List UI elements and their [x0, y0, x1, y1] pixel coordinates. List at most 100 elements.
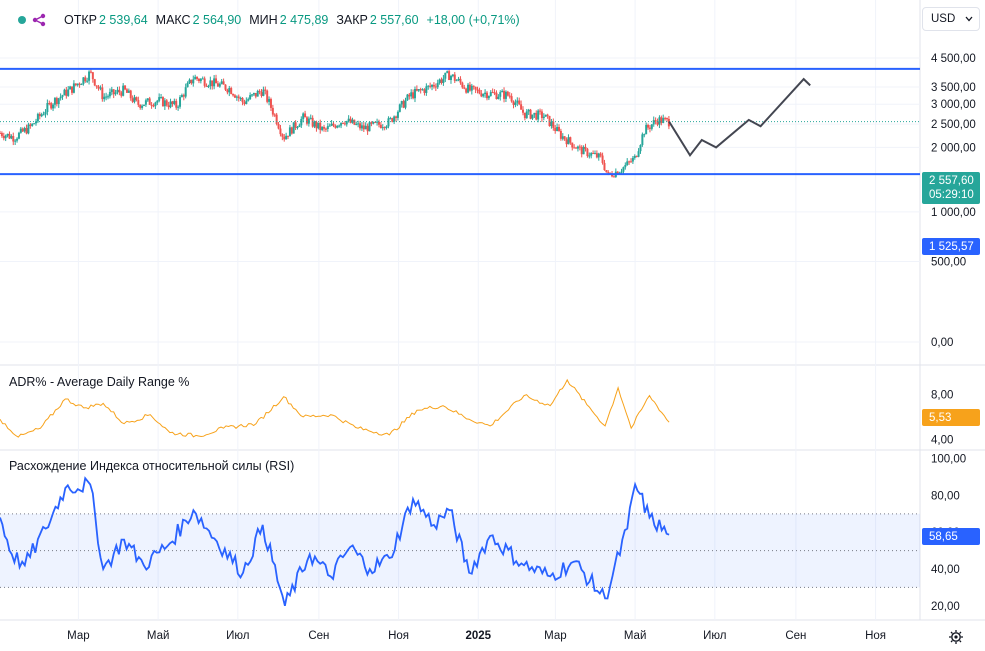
candle-body: [330, 123, 333, 126]
candle-body: [434, 86, 437, 88]
candle-body: [427, 85, 430, 87]
candle-body: [177, 106, 180, 108]
candle-body: [478, 89, 481, 94]
candle-body: [421, 89, 424, 91]
candle-body: [550, 121, 553, 127]
adr-tick-label: 8,00: [931, 389, 953, 401]
candle-body: [595, 153, 598, 158]
candle-body: [116, 89, 119, 93]
projection-path[interactable]: [668, 77, 811, 158]
candle-body: [294, 122, 297, 128]
candle-body: [69, 86, 72, 90]
candle-body: [127, 90, 130, 93]
candle-body: [648, 127, 651, 129]
share-icon[interactable]: [32, 13, 46, 27]
candle-body: [396, 111, 399, 118]
candle-body: [374, 121, 377, 123]
rsi-pane[interactable]: [0, 476, 920, 607]
candle-body: [158, 97, 161, 101]
candle-body: [38, 113, 41, 117]
candle-body: [497, 96, 500, 100]
candle-body: [245, 100, 248, 104]
candle-body: [554, 127, 557, 132]
price-pane[interactable]: [0, 67, 920, 178]
time-axis-label: Июл: [226, 630, 249, 642]
time-axis-label: Ноя: [388, 630, 409, 642]
candle-body: [57, 98, 60, 105]
candle-body: [150, 104, 153, 106]
candle-body: [540, 111, 543, 119]
candle-body: [29, 124, 32, 126]
price-tick-label: 500,00: [931, 257, 966, 269]
candle-body: [652, 120, 655, 125]
adr-pane[interactable]: [0, 378, 670, 438]
price-tick-label: 3 000,00: [931, 99, 976, 111]
candle-body: [557, 127, 560, 131]
candle-body: [131, 98, 134, 102]
candle-body: [186, 83, 189, 88]
time-axis-label: Сен: [785, 630, 806, 642]
adr-line[interactable]: [0, 378, 670, 438]
axis-layer: 4 500,00 3 500,00 3 000,00 2 500,00 2 000,00…: [67, 53, 976, 642]
candle-body: [432, 84, 435, 87]
candle-body: [216, 83, 219, 87]
candle-body: [161, 97, 164, 107]
candle-body: [141, 105, 144, 108]
candle-body: [213, 78, 216, 87]
candle-body: [95, 85, 98, 87]
currency-select[interactable]: USD: [922, 7, 980, 31]
candle-body: [67, 89, 70, 96]
status-dot: [18, 16, 26, 24]
candle-body: [381, 127, 384, 129]
candle-body: [412, 92, 415, 99]
candle-body: [334, 125, 337, 128]
candle-body: [40, 114, 43, 117]
candle-body: [194, 76, 197, 80]
candle-body: [277, 123, 280, 129]
settings-icon[interactable]: [947, 628, 965, 646]
candle-body: [21, 128, 24, 132]
candle-body: [33, 123, 36, 125]
candle-body: [171, 101, 174, 105]
candle-body: [476, 89, 479, 91]
candle-body: [573, 147, 576, 149]
candle-body: [612, 176, 615, 178]
candle-body: [482, 94, 485, 97]
candle-body: [453, 74, 456, 81]
candle-body: [535, 112, 538, 120]
candle-body: [273, 114, 276, 116]
high-value: 2 564,90: [192, 13, 242, 27]
candle-body: [146, 98, 149, 101]
currency-label: USD: [931, 13, 956, 25]
candle-body: [468, 84, 471, 91]
candle-body: [455, 80, 458, 82]
rsi-line[interactable]: [0, 476, 670, 607]
support-level-value: 1 525,57: [929, 240, 974, 253]
candle-body: [504, 91, 507, 99]
candle-body: [383, 127, 386, 129]
candle-body: [662, 118, 665, 123]
candle-body: [125, 89, 128, 93]
candle-body: [599, 153, 602, 156]
candle-body: [256, 90, 259, 97]
candle-body: [372, 121, 375, 124]
candle-body: [196, 76, 199, 79]
candle-body: [355, 123, 358, 125]
candle-body: [237, 96, 240, 99]
rsi-tick-label: 100,00: [931, 454, 966, 466]
candle-body: [84, 77, 87, 82]
candle-body: [169, 101, 172, 108]
candle-body: [55, 98, 58, 105]
candle-body: [167, 105, 170, 108]
candle-body: [442, 78, 445, 83]
candle-body: [103, 96, 106, 100]
candle-body: [431, 84, 434, 87]
candle-body: [152, 105, 155, 107]
candle-body: [86, 80, 89, 82]
candle-body: [72, 83, 75, 93]
candle-body: [292, 122, 295, 134]
price-tick-label: 0,00: [931, 337, 953, 349]
candle-body: [533, 112, 536, 115]
